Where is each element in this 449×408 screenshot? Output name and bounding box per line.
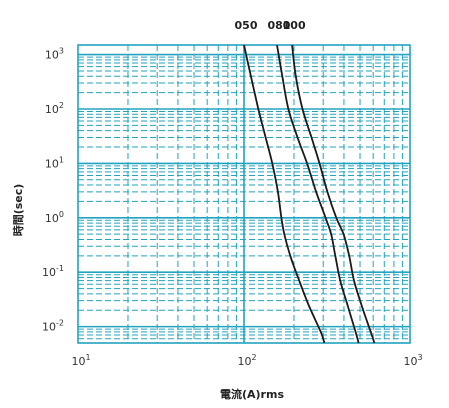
series-layer bbox=[243, 44, 376, 344]
y-axis-ticks: 103 102 101 100 10-1 10-2 bbox=[42, 47, 64, 334]
x-tick-label: 101 bbox=[71, 353, 90, 368]
y-tick-label: 102 bbox=[45, 101, 64, 116]
x-tick-label: 103 bbox=[403, 353, 422, 368]
series-label-050: 050 bbox=[235, 19, 258, 32]
y-axis-label: 時間(sec) bbox=[11, 184, 25, 237]
y-tick-label: 100 bbox=[45, 210, 64, 225]
y-tick-label: 10-2 bbox=[42, 319, 64, 334]
series-label-100: 100 bbox=[283, 19, 306, 32]
x-axis-label: 電流(A)rms bbox=[220, 387, 284, 401]
series-line-100 bbox=[291, 44, 376, 344]
series-label-080: 080 bbox=[267, 19, 290, 32]
grid bbox=[78, 45, 410, 343]
y-tick-label: 103 bbox=[45, 47, 64, 62]
y-tick-label: 10-1 bbox=[42, 264, 64, 279]
x-tick-label: 102 bbox=[237, 353, 256, 368]
series-line-080 bbox=[276, 44, 360, 344]
y-tick-label: 101 bbox=[45, 155, 64, 170]
series-line-050 bbox=[243, 44, 326, 344]
x-axis-ticks: 101 102 103 bbox=[71, 353, 422, 368]
